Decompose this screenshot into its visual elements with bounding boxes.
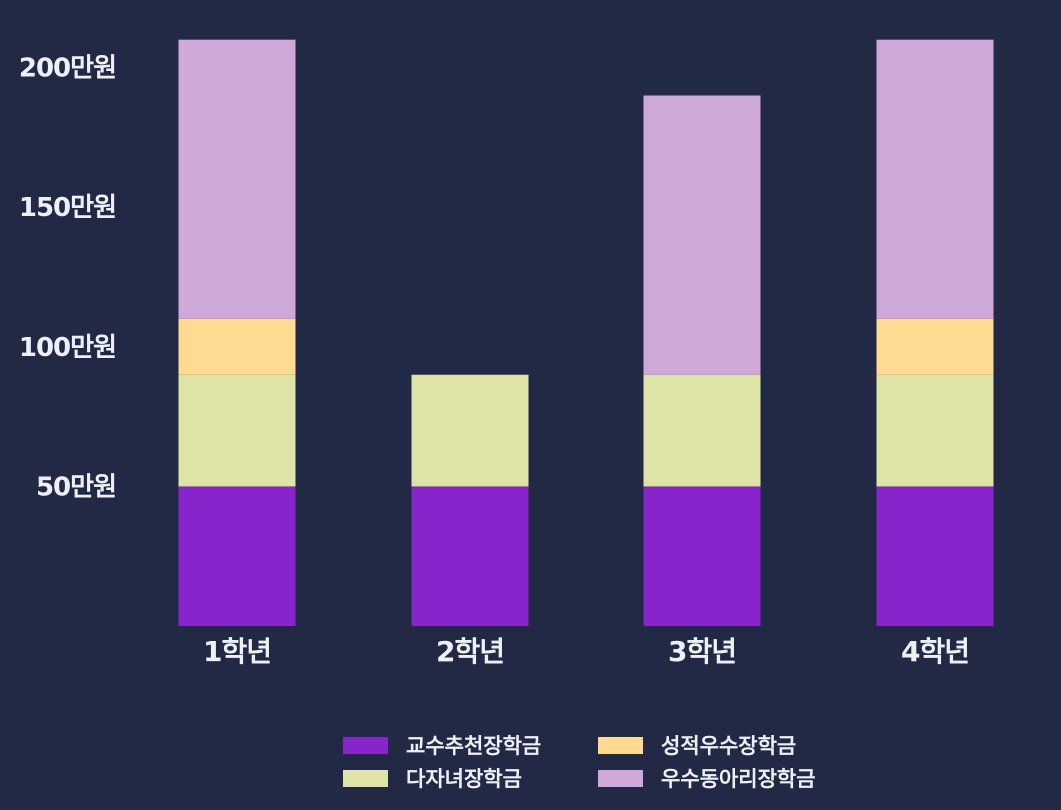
bar-segment-1-1 (178, 486, 296, 626)
bar-stack-1 (178, 39, 296, 626)
legend-swatch (598, 737, 643, 754)
x-tick-label: 4학년 (901, 635, 969, 668)
bar-segment-1-2 (178, 374, 296, 487)
bar-segment-4-1 (876, 486, 994, 626)
x-tick-label: 1학년 (203, 635, 271, 668)
legend-label: 성적우수장학금 (661, 734, 796, 758)
bar-segment-4-4 (876, 39, 994, 319)
legend-item-3: 성적우수장학금 (598, 734, 796, 758)
bar-segment-3-1 (643, 486, 761, 626)
bar-stack-3 (643, 95, 761, 626)
legend-item-2: 다자녀장학금 (343, 767, 522, 791)
legend-label: 교수추천장학금 (406, 734, 541, 758)
x-tick-label: 2학년 (436, 635, 504, 668)
bar-segment-3-4 (643, 95, 761, 375)
bars (178, 39, 994, 626)
x-axis: 1학년 2학년 3학년 4학년 (203, 635, 970, 668)
legend-item-1: 교수추천장학금 (343, 734, 541, 758)
bar-segment-2-1 (411, 486, 529, 626)
legend-swatch (598, 770, 643, 787)
legend-label: 우수동아리장학금 (661, 767, 816, 791)
legend-label: 다자녀장학금 (406, 767, 522, 791)
bar-stack-2 (411, 374, 529, 626)
legend-item-4: 우수동아리장학금 (598, 767, 816, 791)
x-tick-label: 3학년 (668, 635, 736, 668)
bar-segment-2-2 (411, 374, 529, 487)
y-tick-label: 100만원 (19, 333, 116, 363)
legend-swatch (343, 770, 388, 787)
y-tick-label: 50만원 (36, 472, 116, 502)
bar-stack-4 (876, 39, 994, 626)
bar-segment-1-3 (178, 318, 296, 375)
bar-segment-4-3 (876, 318, 994, 375)
y-tick-label: 200만원 (19, 54, 116, 84)
legend-swatch (343, 737, 388, 754)
y-axis: 50만원 100만원 150만원 200만원 (19, 54, 117, 503)
bar-segment-4-2 (876, 374, 994, 487)
y-tick-label: 150만원 (19, 193, 116, 223)
bar-segment-3-2 (643, 374, 761, 487)
bar-segment-1-4 (178, 39, 296, 319)
